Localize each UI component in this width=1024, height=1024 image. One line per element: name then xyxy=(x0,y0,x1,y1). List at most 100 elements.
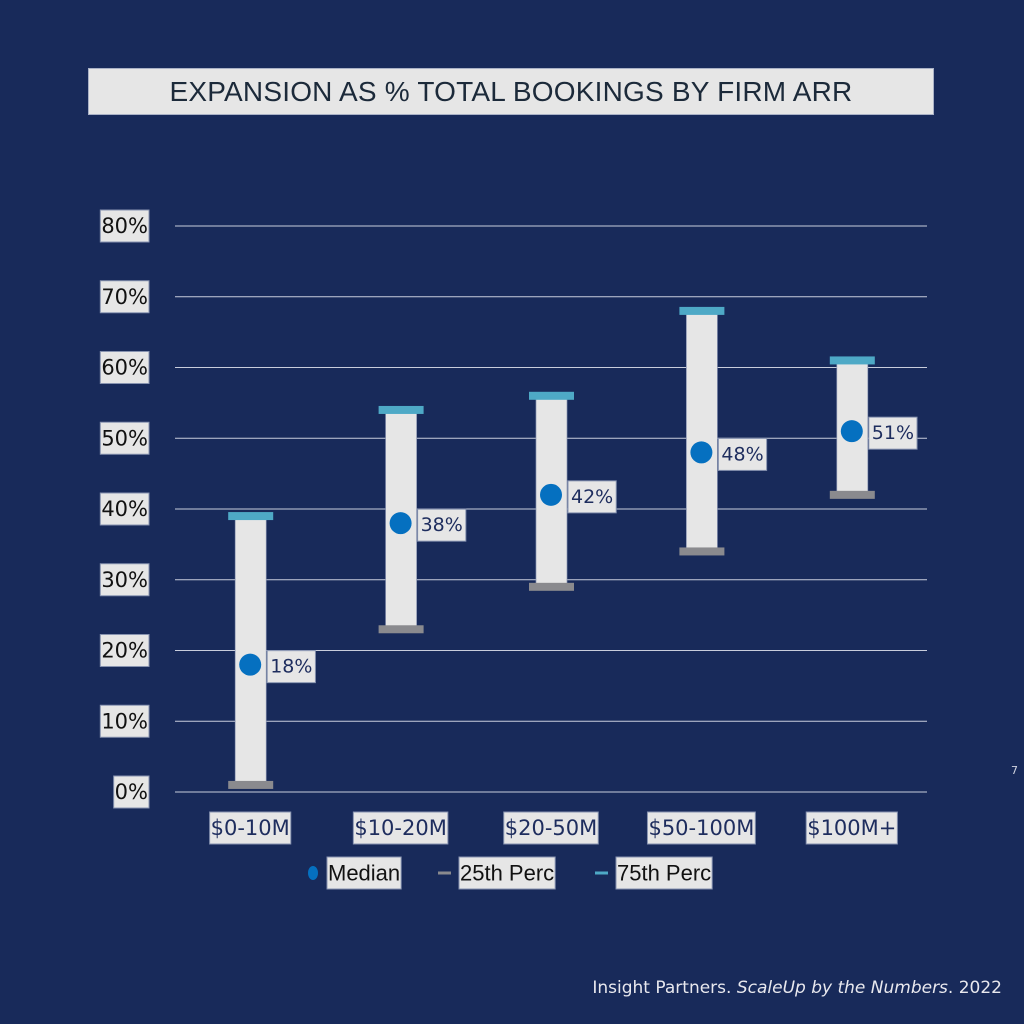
legend-label-box xyxy=(615,856,713,890)
median-value-label-box xyxy=(266,650,316,684)
x-tick-label-box xyxy=(209,811,292,845)
median-value-label-text: 48% xyxy=(721,443,763,465)
median-value-label-box xyxy=(417,508,467,542)
y-axis-ticks: 0% 10% 20% 30% 40% 50% 60% 70% 80% xyxy=(99,209,150,809)
y-tick-label: 80% xyxy=(99,209,150,243)
page-number: 7 xyxy=(1011,764,1018,777)
y-tick-label-box xyxy=(99,634,150,667)
x-tick-label-box xyxy=(646,811,756,845)
median-value-label: 51% xyxy=(868,416,918,450)
median-value-label: 42% xyxy=(567,480,617,514)
p75-marker xyxy=(378,405,424,414)
x-tick-label-box xyxy=(503,811,599,845)
range-bar-3: 48% xyxy=(679,306,768,556)
range-bar-2: 42% xyxy=(529,391,617,591)
y-tick-label-text: 10% xyxy=(101,709,148,733)
p75-marker xyxy=(829,356,875,365)
legend-label-text: 75th Perc xyxy=(617,861,711,886)
y-tick-label-text: 50% xyxy=(101,426,148,450)
legend: Median 25th Perc 75th Perc xyxy=(308,856,713,890)
legend-item-0: Median xyxy=(308,856,402,890)
x-tick-label-text: $0-10M xyxy=(211,816,290,840)
range-bar-0: 18% xyxy=(228,512,316,789)
median-value-label: 18% xyxy=(266,650,316,684)
p25-marker xyxy=(228,780,274,789)
legend-item-1: 25th Perc xyxy=(438,856,556,890)
y-tick-label-box xyxy=(99,421,150,455)
range-bar-4: 51% xyxy=(829,356,918,499)
x-tick-label: $0-10M xyxy=(209,811,292,845)
p25-marker xyxy=(378,625,424,634)
x-tick-label-text: $100M+ xyxy=(807,816,896,840)
legend-item-2: 75th Perc xyxy=(595,856,713,890)
median-value-label-box xyxy=(868,416,918,450)
y-tick-label-text: 40% xyxy=(101,497,148,521)
median-value-label-text: 51% xyxy=(872,422,914,444)
y-tick-label-text: 70% xyxy=(101,285,148,309)
x-tick-label-box xyxy=(805,811,898,845)
legend-label-text: 25th Perc xyxy=(460,861,554,886)
x-tick-label: $10-20M xyxy=(352,811,449,845)
chart-title-box: EXPANSION AS % TOTAL BOOKINGS BY FIRM AR… xyxy=(88,68,934,115)
x-tick-label: $100M+ xyxy=(805,811,898,845)
legend-label-box xyxy=(458,856,556,890)
legend-p25-icon xyxy=(438,871,451,875)
median-point xyxy=(389,512,412,535)
legend-median-icon xyxy=(308,866,318,880)
y-tick-label: 10% xyxy=(99,704,150,738)
range-bars: 18% 38% 42% 48% 51% xyxy=(228,306,918,789)
x-tick-label-box xyxy=(352,811,449,845)
median-point xyxy=(690,441,713,464)
legend-p75-icon xyxy=(595,871,608,875)
legend-label-box xyxy=(326,856,402,890)
y-tick-label: 70% xyxy=(99,280,150,314)
range-bar-body xyxy=(686,310,718,552)
y-tick-label-text: 60% xyxy=(101,356,148,380)
y-tick-label-box xyxy=(99,280,150,314)
x-tick-label-text: $50-100M xyxy=(648,816,754,840)
source-italic: ScaleUp by the Numbers xyxy=(736,978,948,998)
median-value-label-text: 38% xyxy=(421,514,463,536)
y-tick-label-box xyxy=(99,563,150,597)
median-value-label-text: 18% xyxy=(270,656,312,678)
y-tick-label: 60% xyxy=(99,351,150,384)
median-value-label: 48% xyxy=(717,437,768,471)
y-tick-label-box xyxy=(99,492,150,526)
p25-marker xyxy=(679,547,725,556)
y-tick-label-box xyxy=(99,704,150,738)
range-bar-1: 38% xyxy=(378,405,467,634)
p25-marker xyxy=(529,582,574,591)
y-tick-label-text: 20% xyxy=(101,639,148,663)
source-prefix: Insight Partners. xyxy=(592,978,737,998)
y-tick-label: 0% xyxy=(113,775,150,809)
chart-title: EXPANSION AS % TOTAL BOOKINGS BY FIRM AR… xyxy=(169,75,853,107)
median-point xyxy=(540,483,562,506)
x-tick-label-text: $10-20M xyxy=(354,816,447,840)
y-tick-label-text: 0% xyxy=(115,780,148,804)
p75-marker xyxy=(529,391,574,400)
source-suffix: . 2022 xyxy=(947,978,1002,998)
median-value-label-box xyxy=(717,437,768,471)
legend-label-text: Median xyxy=(328,861,400,886)
p75-marker xyxy=(679,306,725,315)
y-tick-label: 20% xyxy=(99,634,150,667)
y-tick-label: 30% xyxy=(99,563,150,597)
source-citation: Insight Partners. ScaleUp by the Numbers… xyxy=(592,978,1002,998)
legend-label: Median xyxy=(326,856,402,890)
x-axis-ticks: $0-10M $10-20M $20-50M $50-100M $100M+ xyxy=(209,811,898,845)
legend-label: 75th Perc xyxy=(615,856,713,890)
median-point xyxy=(239,653,262,676)
y-tick-label-text: 80% xyxy=(101,214,148,238)
x-tick-label-text: $20-50M xyxy=(505,816,598,840)
median-value-label: 38% xyxy=(417,508,467,542)
y-tick-label: 40% xyxy=(99,492,150,526)
y-tick-label-box xyxy=(99,209,150,243)
p75-marker xyxy=(228,512,274,521)
median-point xyxy=(840,420,863,443)
x-tick-label: $20-50M xyxy=(503,811,599,845)
y-tick-label: 50% xyxy=(99,421,150,455)
range-bar-body xyxy=(234,515,267,786)
x-tick-label: $50-100M xyxy=(646,811,756,845)
y-tick-label-box xyxy=(99,351,150,384)
